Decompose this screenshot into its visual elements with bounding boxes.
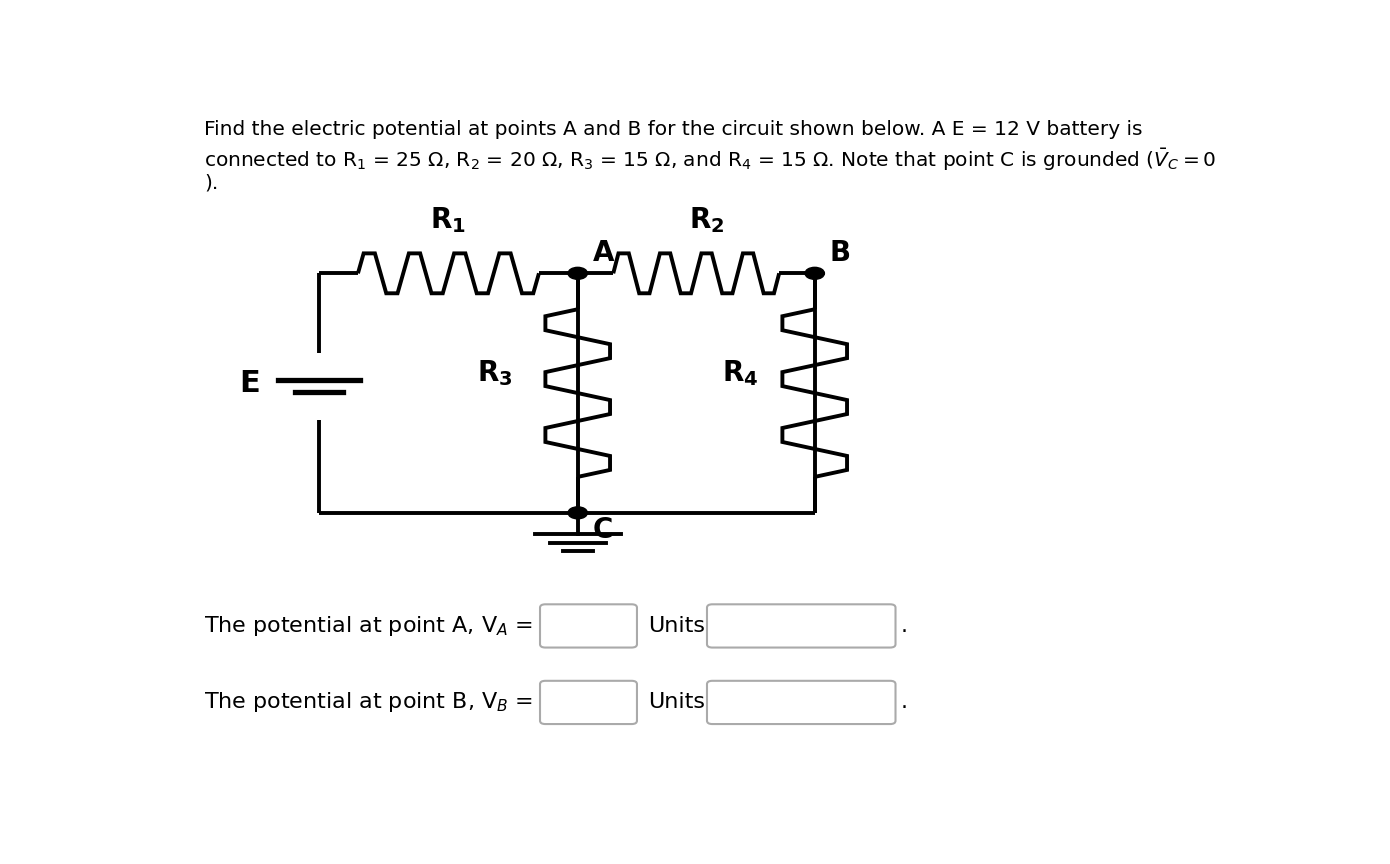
Circle shape xyxy=(569,507,588,518)
Text: $\mathbf{R_3}$: $\mathbf{R_3}$ xyxy=(477,359,513,388)
Text: ).: ). xyxy=(204,174,218,193)
FancyBboxPatch shape xyxy=(708,681,895,724)
FancyBboxPatch shape xyxy=(539,604,637,647)
FancyBboxPatch shape xyxy=(539,681,637,724)
Circle shape xyxy=(569,267,588,279)
Text: $\mathbf{A}$: $\mathbf{A}$ xyxy=(592,238,614,267)
Text: Find the electric potential at points A and B for the circuit shown below. A E =: Find the electric potential at points A … xyxy=(204,120,1143,139)
Text: $\mathbf{B}$: $\mathbf{B}$ xyxy=(828,238,849,267)
Text: Units: Units xyxy=(648,692,705,713)
Text: $\mathbf{R_4}$: $\mathbf{R_4}$ xyxy=(723,359,759,388)
Text: The potential at point A, V$_A$ =: The potential at point A, V$_A$ = xyxy=(204,614,532,638)
Text: $\mathbf{E}$: $\mathbf{E}$ xyxy=(239,369,260,397)
Text: .: . xyxy=(901,692,908,713)
Text: .: . xyxy=(901,616,908,636)
Text: connected to R$_1$ = 25 $\Omega$, R$_2$ = 20 $\Omega$, R$_3$ = 15 $\Omega$, and : connected to R$_1$ = 25 $\Omega$, R$_2$ … xyxy=(204,147,1216,173)
FancyBboxPatch shape xyxy=(708,604,895,647)
Text: Select an answer: Select an answer xyxy=(721,616,888,635)
Text: $\mathbf{R_1}$: $\mathbf{R_1}$ xyxy=(431,205,467,235)
Text: Select an answer: Select an answer xyxy=(721,693,888,712)
Text: ∨: ∨ xyxy=(867,617,880,635)
Text: $\mathbf{C}$: $\mathbf{C}$ xyxy=(592,516,612,544)
Text: ∨: ∨ xyxy=(867,694,880,711)
Text: The potential at point B, V$_B$ =: The potential at point B, V$_B$ = xyxy=(204,690,534,715)
Circle shape xyxy=(805,267,824,279)
Text: Units: Units xyxy=(648,616,705,636)
Text: $\mathbf{R_2}$: $\mathbf{R_2}$ xyxy=(689,205,724,235)
